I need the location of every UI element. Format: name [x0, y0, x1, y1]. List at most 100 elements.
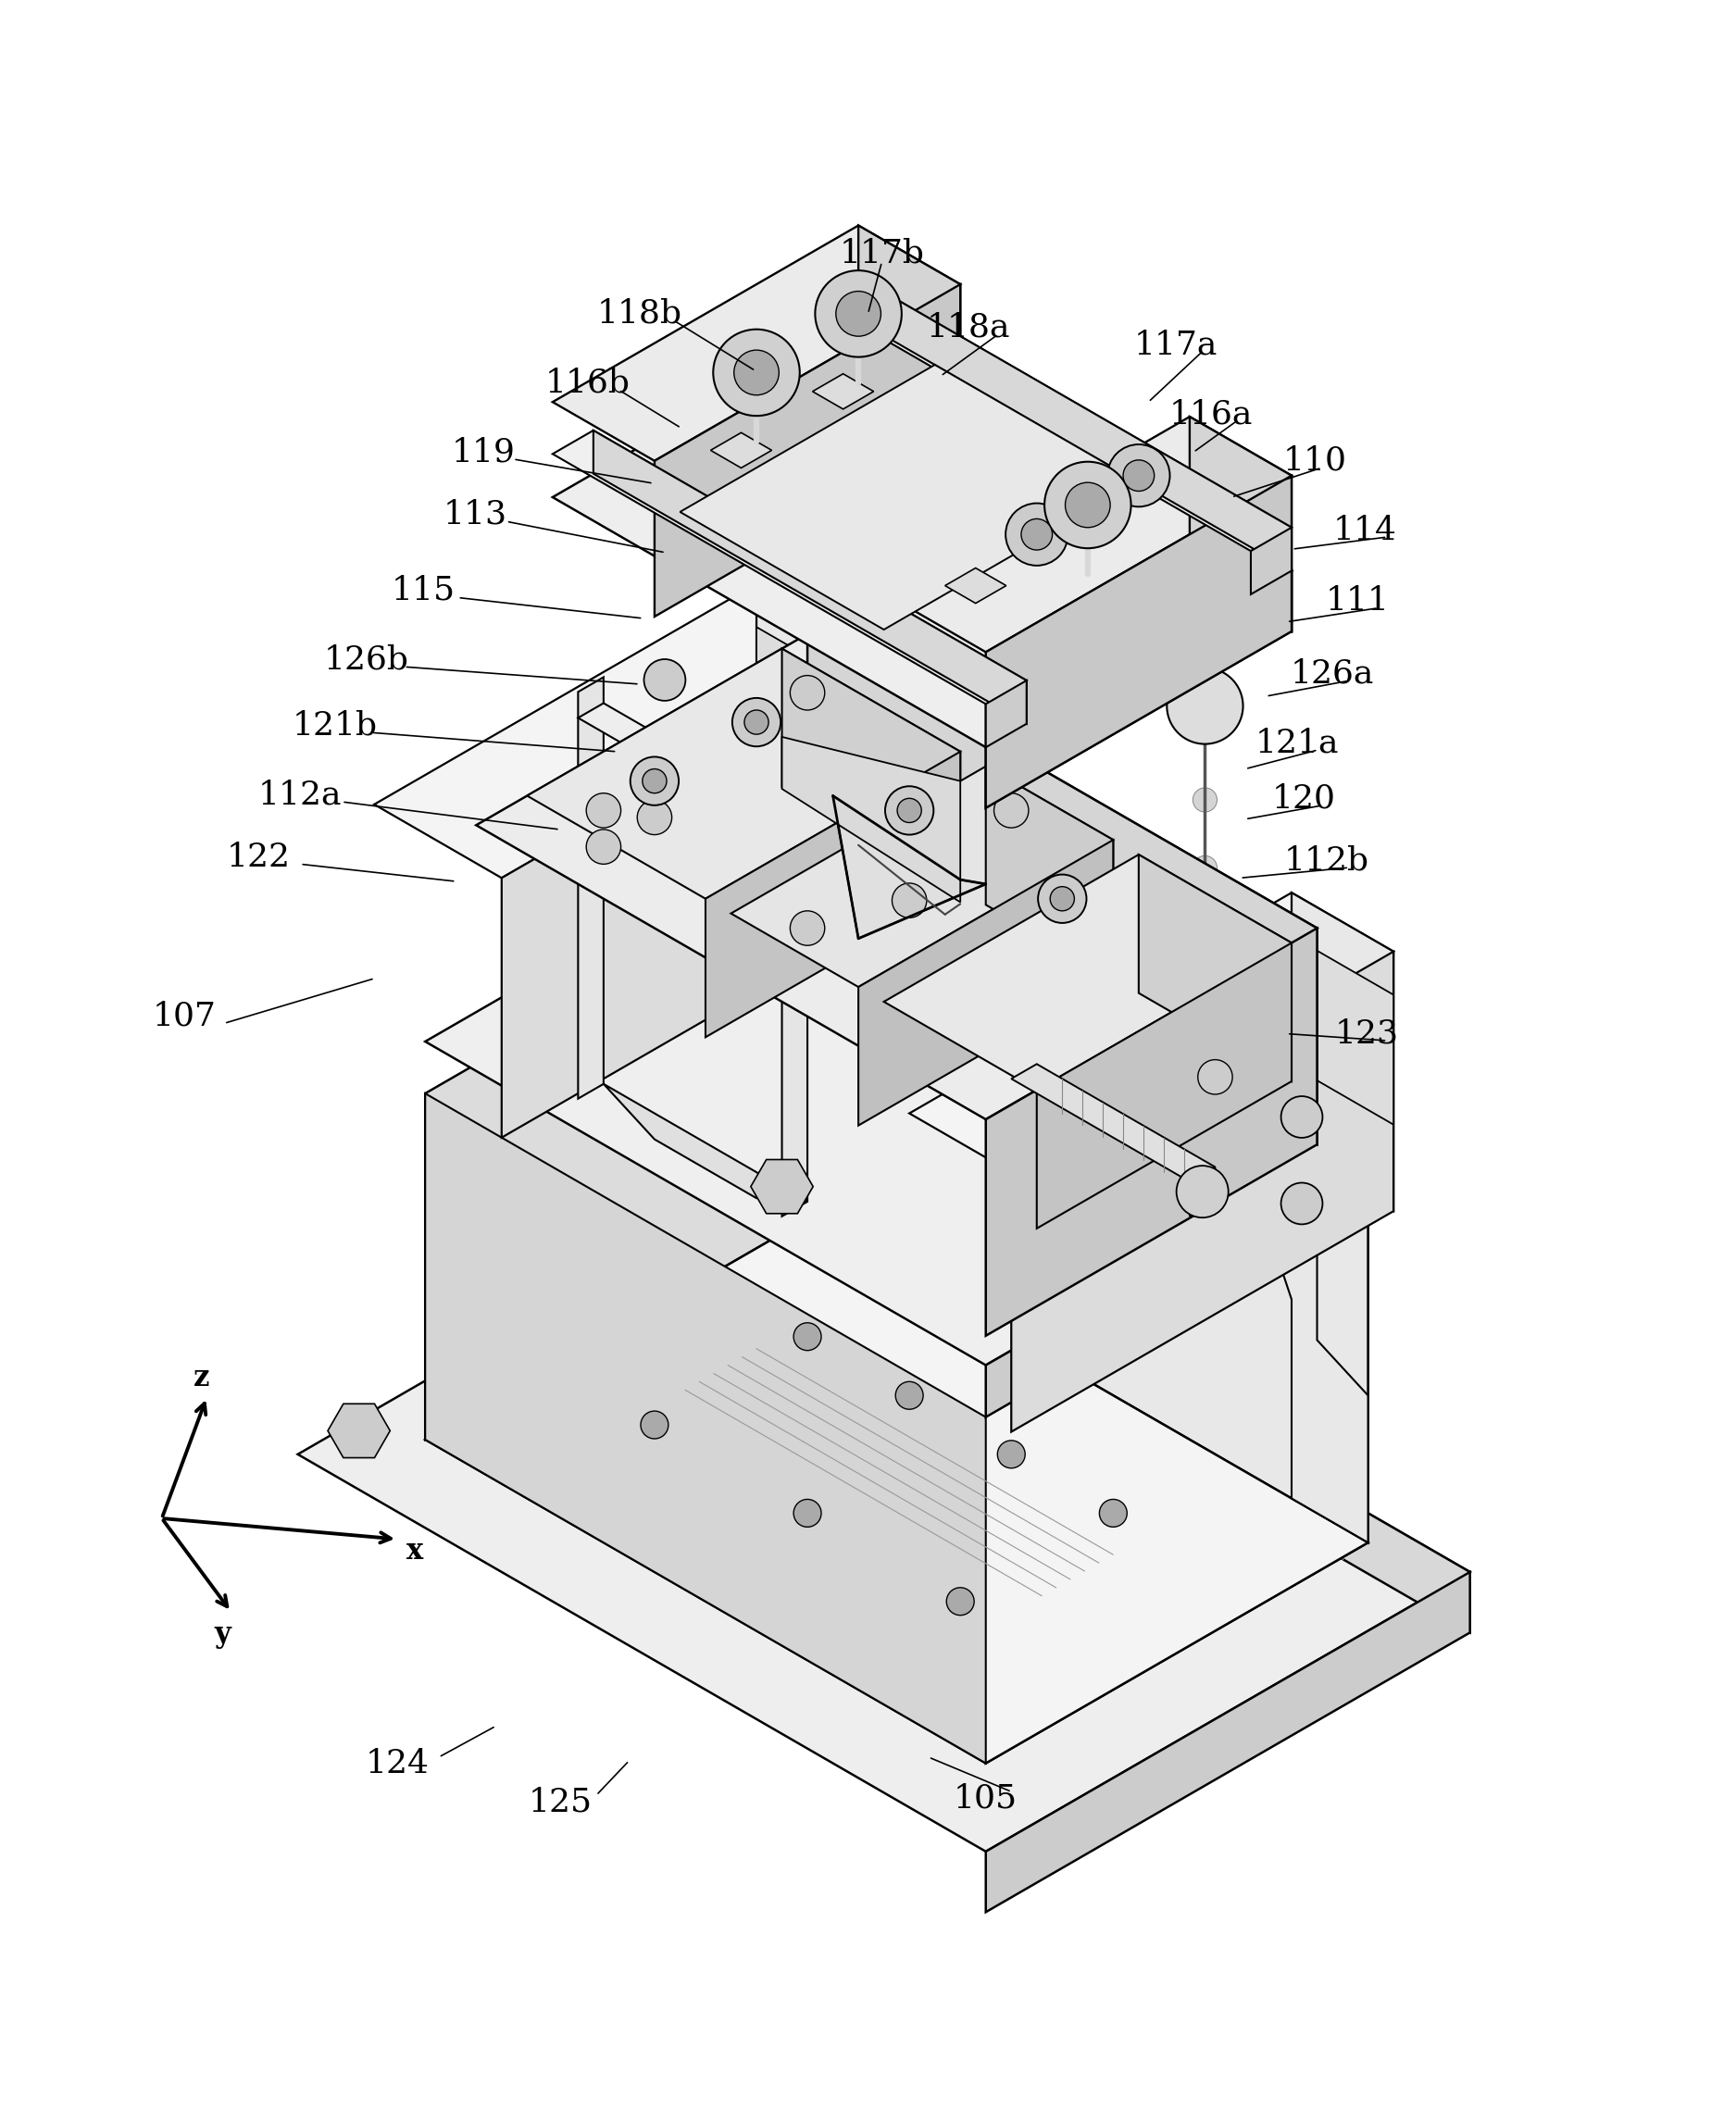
- Text: 126a: 126a: [1290, 658, 1373, 690]
- Circle shape: [842, 297, 873, 329]
- Circle shape: [1038, 875, 1087, 924]
- Circle shape: [642, 770, 667, 793]
- Circle shape: [1281, 1097, 1323, 1137]
- Circle shape: [637, 799, 672, 835]
- Polygon shape: [710, 432, 773, 468]
- Polygon shape: [781, 736, 960, 903]
- Circle shape: [790, 675, 825, 711]
- Text: 115: 115: [391, 576, 455, 607]
- Polygon shape: [944, 567, 1007, 603]
- Text: 111: 111: [1326, 586, 1391, 616]
- Polygon shape: [425, 1092, 986, 1763]
- Polygon shape: [807, 873, 934, 1293]
- Polygon shape: [552, 226, 960, 462]
- Circle shape: [1193, 1128, 1217, 1152]
- Text: 125: 125: [528, 1786, 592, 1818]
- Polygon shape: [833, 795, 986, 939]
- Polygon shape: [731, 766, 1113, 987]
- Circle shape: [733, 698, 781, 747]
- Text: 105: 105: [953, 1782, 1017, 1814]
- Polygon shape: [705, 751, 960, 1038]
- Polygon shape: [858, 839, 1113, 1126]
- Circle shape: [998, 1440, 1026, 1468]
- Polygon shape: [425, 820, 1368, 1365]
- Circle shape: [1123, 460, 1154, 491]
- Circle shape: [641, 1411, 668, 1438]
- Circle shape: [713, 329, 800, 415]
- Polygon shape: [750, 1160, 812, 1213]
- Circle shape: [946, 1588, 974, 1615]
- Text: x: x: [406, 1537, 424, 1565]
- Polygon shape: [1241, 1122, 1368, 1542]
- Polygon shape: [604, 1084, 807, 1202]
- Circle shape: [995, 793, 1029, 827]
- Text: 120: 120: [1272, 782, 1337, 814]
- Polygon shape: [807, 873, 1368, 1542]
- Circle shape: [587, 793, 621, 827]
- Circle shape: [1066, 483, 1111, 527]
- Circle shape: [1057, 1238, 1120, 1299]
- Polygon shape: [502, 658, 884, 1137]
- Polygon shape: [781, 1175, 1470, 1632]
- Circle shape: [726, 342, 788, 403]
- Polygon shape: [1292, 892, 1394, 1211]
- Text: 116a: 116a: [1168, 399, 1253, 430]
- Circle shape: [1193, 924, 1217, 947]
- Text: 126b: 126b: [323, 643, 408, 675]
- Polygon shape: [1012, 1065, 1215, 1181]
- Circle shape: [1193, 1059, 1217, 1084]
- Circle shape: [793, 1322, 821, 1350]
- Text: 110: 110: [1283, 445, 1347, 477]
- Polygon shape: [1047, 508, 1108, 544]
- Text: 113: 113: [443, 498, 507, 529]
- Circle shape: [1193, 991, 1217, 1017]
- Text: 112a: 112a: [259, 778, 342, 810]
- Polygon shape: [858, 278, 1292, 572]
- Text: 117b: 117b: [838, 238, 925, 270]
- Circle shape: [1198, 1059, 1233, 1095]
- Polygon shape: [807, 820, 1368, 1196]
- Text: z: z: [194, 1365, 210, 1392]
- Circle shape: [1045, 462, 1130, 548]
- Polygon shape: [986, 1196, 1368, 1763]
- Circle shape: [1057, 1194, 1120, 1257]
- Polygon shape: [858, 226, 960, 441]
- Circle shape: [1193, 789, 1217, 812]
- Circle shape: [1281, 1183, 1323, 1225]
- Polygon shape: [986, 1571, 1470, 1913]
- Circle shape: [644, 660, 686, 700]
- Text: 118b: 118b: [597, 297, 682, 329]
- Polygon shape: [757, 584, 884, 917]
- Polygon shape: [781, 795, 807, 1217]
- Polygon shape: [858, 321, 1292, 631]
- Polygon shape: [1036, 943, 1292, 1227]
- Circle shape: [745, 711, 769, 734]
- Text: 122: 122: [227, 841, 290, 873]
- Polygon shape: [818, 278, 1292, 550]
- Polygon shape: [425, 873, 807, 1440]
- Text: 121b: 121b: [292, 711, 377, 742]
- Polygon shape: [1189, 418, 1292, 631]
- Polygon shape: [425, 1219, 1368, 1763]
- Circle shape: [828, 283, 889, 346]
- Polygon shape: [1012, 951, 1394, 1432]
- Circle shape: [1193, 1196, 1217, 1219]
- Polygon shape: [654, 285, 960, 616]
- Circle shape: [1021, 519, 1052, 550]
- Circle shape: [587, 829, 621, 865]
- Circle shape: [835, 291, 880, 335]
- Circle shape: [1050, 886, 1075, 911]
- Circle shape: [1099, 1499, 1127, 1527]
- Circle shape: [885, 787, 934, 835]
- Circle shape: [898, 799, 922, 823]
- Circle shape: [1108, 445, 1170, 506]
- Circle shape: [644, 814, 686, 856]
- Circle shape: [896, 1381, 924, 1409]
- Polygon shape: [807, 928, 1012, 1263]
- Polygon shape: [986, 681, 1026, 747]
- Polygon shape: [375, 584, 884, 877]
- Polygon shape: [594, 430, 1026, 723]
- Polygon shape: [884, 418, 1292, 652]
- Polygon shape: [528, 650, 960, 898]
- Polygon shape: [986, 572, 1292, 808]
